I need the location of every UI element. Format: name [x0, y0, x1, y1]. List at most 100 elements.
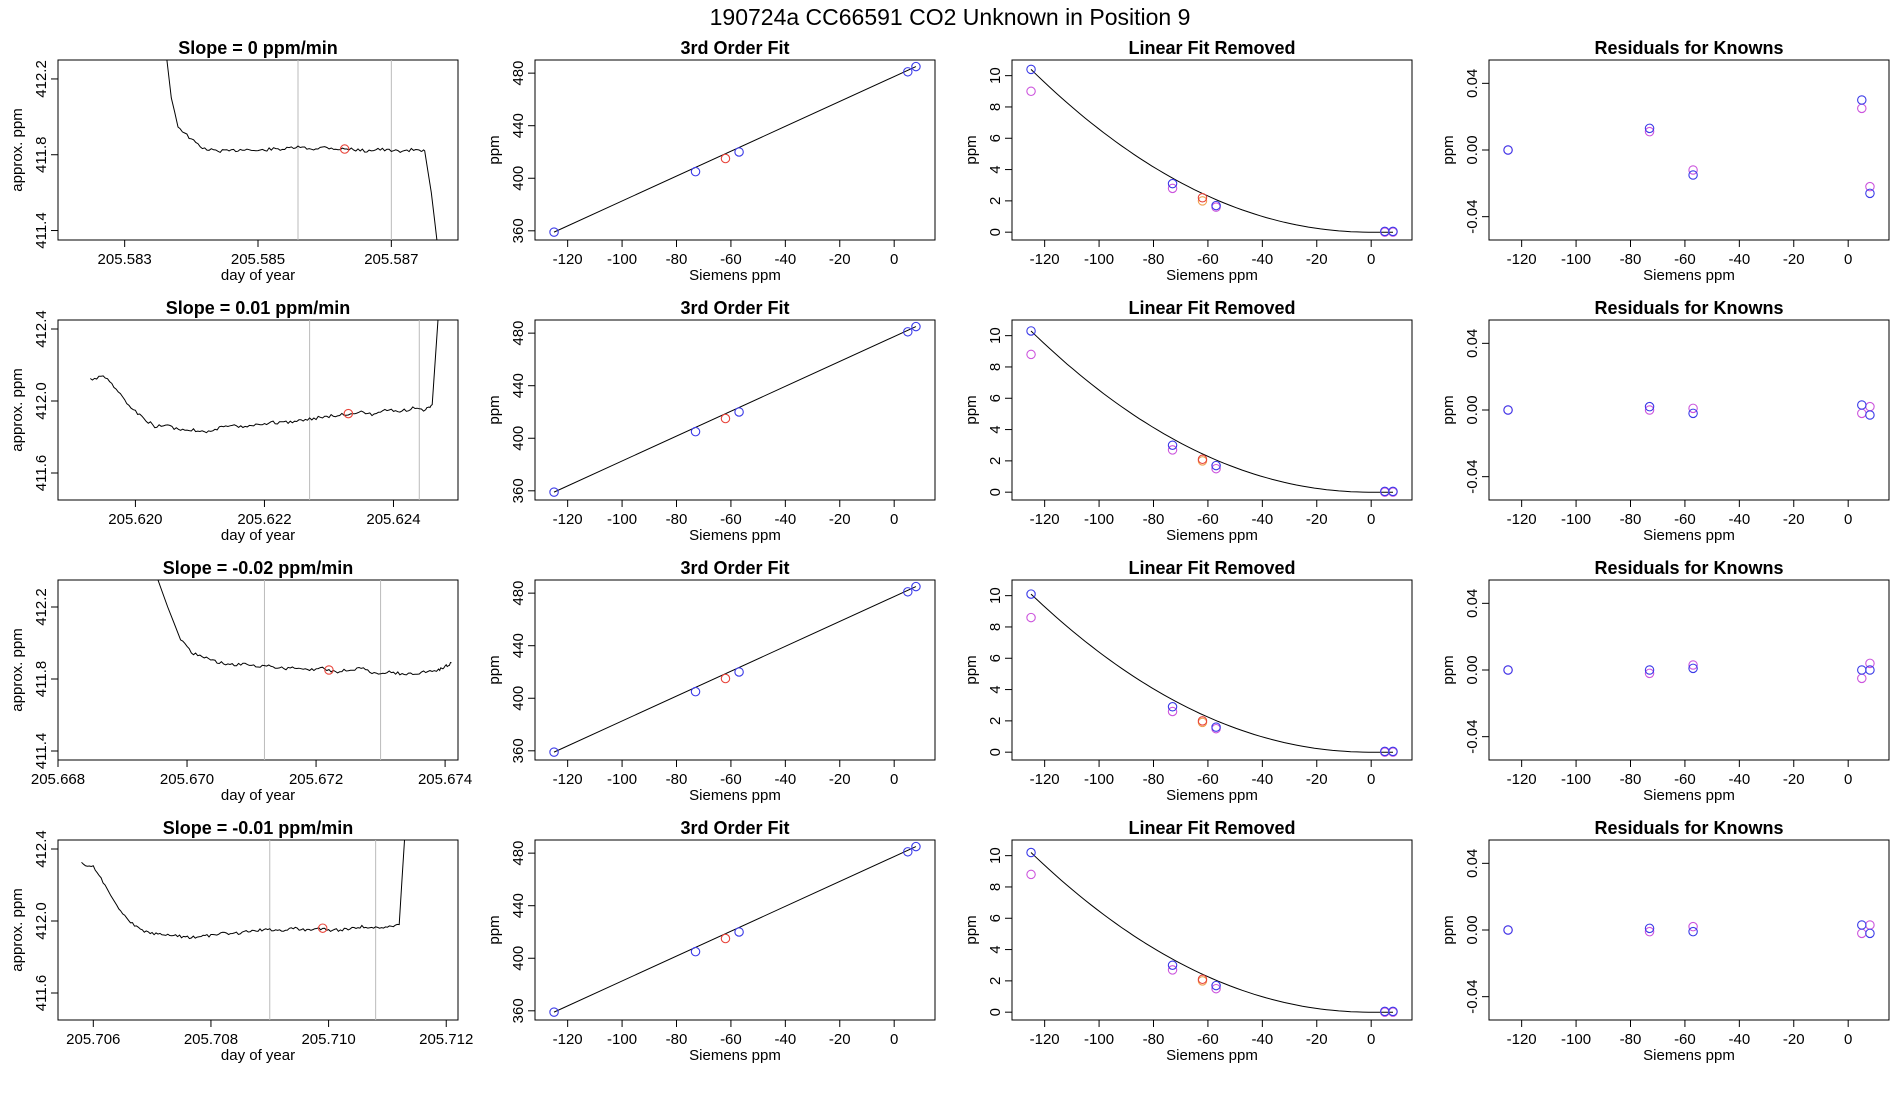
y-tick-label: 6 — [987, 394, 1004, 402]
x-tick-label: -60 — [1197, 1031, 1219, 1048]
x-tick-label: -20 — [1783, 1031, 1805, 1048]
y-tick-label: 412.4 — [33, 310, 50, 348]
y-axis-label: approx. ppm — [9, 108, 26, 191]
unknown-point — [720, 413, 731, 424]
known-standard-point — [1211, 460, 1221, 471]
panel-title: Linear Fit Removed — [1128, 38, 1295, 58]
x-tick-label: -60 — [720, 771, 742, 788]
fit-curve — [1030, 593, 1393, 753]
y-tick-label: 8 — [987, 103, 1004, 111]
x-tick-label: 0 — [1367, 771, 1375, 788]
residual-point — [1644, 401, 1655, 412]
residual-point-alt — [1644, 126, 1655, 137]
y-tick-label: 2 — [987, 457, 1004, 465]
data-layer — [1503, 400, 1875, 420]
y-tick-label: 2 — [987, 197, 1004, 205]
x-tick-label: -60 — [1674, 1031, 1696, 1048]
plot-frame — [534, 579, 936, 761]
x-tick-label: 0 — [1367, 251, 1375, 268]
x-tick-label: -120 — [553, 251, 583, 268]
x-tick-label: 0 — [1367, 1031, 1375, 1048]
y-tick-label: 412.2 — [33, 60, 50, 98]
x-tick-label: -80 — [1620, 771, 1642, 788]
y-tick-label: 480 — [510, 841, 527, 866]
x-tick-label: -20 — [829, 771, 851, 788]
unknown-point — [1197, 192, 1208, 203]
x-tick-label: -20 — [829, 1031, 851, 1048]
panel-r2-c3: Linear Fit Removed -120 -100 -80 -60 -40 -20 0 0… — [963, 298, 1413, 544]
residual-point — [1503, 925, 1513, 935]
x-tick-label: 0 — [1367, 511, 1375, 528]
known-standard-point — [549, 487, 559, 497]
x-tick-label: -40 — [774, 251, 796, 268]
y-tick-label: 10 — [987, 587, 1004, 604]
y-axis-label: ppm — [486, 915, 503, 944]
y-tick-label: 480 — [510, 581, 527, 606]
x-tick-label: 205.583 — [98, 251, 152, 268]
plot-frame — [57, 839, 459, 1021]
known-point-alt — [1211, 983, 1221, 994]
plot-frame — [1011, 59, 1413, 241]
y-tick-label: 4 — [987, 165, 1004, 173]
x-tick-label: -100 — [1084, 251, 1114, 268]
residual-point-alt — [1644, 668, 1655, 679]
y-tick-label: -0.04 — [1464, 460, 1481, 494]
x-tick-label: 205.622 — [237, 511, 291, 528]
residual-point-alt — [1857, 408, 1867, 419]
y-tick-label: 440 — [510, 373, 527, 398]
x-tick-label: -40 — [1728, 251, 1750, 268]
panel-r2-c2: 3rd Order Fit -120 -100 -80 -60 -40 -20 0 360 400… — [486, 298, 936, 544]
known-standard-point — [734, 927, 744, 937]
plot-frame — [1011, 579, 1413, 761]
x-tick-label: -60 — [720, 1031, 742, 1048]
x-tick-label: -100 — [607, 1031, 637, 1048]
y-tick-label: 412.4 — [33, 830, 50, 868]
y-tick-label: 360 — [510, 218, 527, 243]
unknown-point — [1197, 716, 1208, 726]
y-tick-label: 0.04 — [1464, 69, 1481, 98]
panel-title: Slope = -0.01 ppm/min — [163, 818, 354, 838]
known-standard-point — [903, 67, 913, 77]
residual-point — [1688, 663, 1698, 674]
y-tick-label: 0 — [987, 1008, 1004, 1016]
y-tick-label: 412.0 — [33, 382, 50, 420]
x-tick-label: -120 — [1507, 251, 1537, 268]
unknown-point — [1197, 454, 1208, 465]
y-tick-label: 400 — [510, 686, 527, 711]
residual-point — [1503, 665, 1513, 675]
panel-r3-c4: Residuals for Knowns -120 -100 -80 -60 -40 -20… — [1440, 558, 1890, 804]
known-standard-point — [1026, 326, 1036, 336]
y-tick-label: 411.4 — [33, 212, 50, 248]
residual-point — [1503, 145, 1513, 155]
x-tick-label: -60 — [1674, 251, 1696, 268]
data-layer — [157, 580, 452, 760]
residual-point — [1857, 920, 1867, 930]
mean-point — [339, 144, 350, 154]
x-tick-label: -20 — [1783, 511, 1805, 528]
data-layer — [81, 840, 406, 1020]
residual-point-alt — [1857, 673, 1867, 684]
panel-title: Residuals for Knowns — [1594, 298, 1783, 318]
known-standard-point — [1167, 178, 1178, 189]
panel-title: Linear Fit Removed — [1128, 818, 1295, 838]
x-tick-label: 205.706 — [66, 1031, 120, 1048]
y-tick-label: -0.04 — [1464, 720, 1481, 754]
x-tick-label: -40 — [1251, 251, 1273, 268]
x-tick-label: -100 — [1084, 511, 1114, 528]
known-point-alt — [1167, 706, 1178, 717]
unknown-point — [1197, 974, 1208, 985]
known-standard-point — [903, 587, 913, 597]
known-standard-point — [903, 847, 913, 857]
panel-title: 3rd Order Fit — [680, 558, 789, 578]
residual-point-alt — [1644, 405, 1655, 415]
analyzer-trace — [90, 320, 439, 434]
x-tick-label: -20 — [829, 511, 851, 528]
x-tick-label: 205.712 — [419, 1031, 473, 1048]
x-tick-label: 205.710 — [301, 1031, 355, 1048]
y-tick-label: -0.04 — [1464, 200, 1481, 234]
x-tick-label: -100 — [1561, 251, 1591, 268]
residual-point — [1857, 665, 1867, 675]
known-standard-point — [1388, 1006, 1398, 1017]
x-tick-label: -120 — [1507, 1031, 1537, 1048]
